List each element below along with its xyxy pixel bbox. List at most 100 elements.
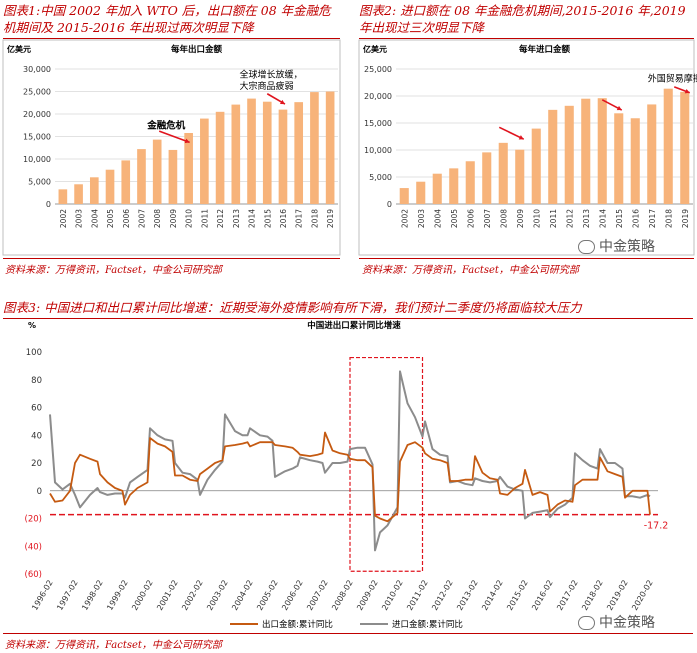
y-tick-label: (40) <box>25 542 42 552</box>
x-tick-label: 2019 <box>681 209 690 228</box>
x-tick-label: 2020-02 <box>630 579 655 612</box>
x-tick-label: 2017 <box>648 209 657 228</box>
x-tick-label: 2006 <box>122 209 131 228</box>
bar <box>231 104 241 204</box>
x-tick-label: 1998-02 <box>80 579 105 612</box>
bar <box>465 161 475 204</box>
bar <box>482 152 492 204</box>
panel3-bottom-rule <box>3 633 693 634</box>
x-tick-label: 2017 <box>295 209 304 228</box>
bar <box>105 169 115 204</box>
panel2-rule <box>359 38 694 39</box>
y-tick-label: 5,000 <box>369 173 392 182</box>
x-tick-label: 2008-02 <box>330 579 355 612</box>
y-axis-label: 亿美元 <box>363 44 387 54</box>
x-tick-label: 2001-02 <box>155 579 180 612</box>
yoy-line-chart: % 中国进出口累计同比增速 100 80 60 40 20 0 (20) (40) (60)1996… <box>25 320 669 630</box>
wechat-icon <box>578 616 595 630</box>
chart-title: 中国进出口累计同比增速 <box>307 320 401 331</box>
bar <box>564 105 574 204</box>
bar <box>531 128 541 204</box>
watermark-top: 中金策略 <box>578 236 655 256</box>
annotation-arrowhead <box>518 135 524 140</box>
watermark-text: 中金策略 <box>599 615 655 631</box>
bar <box>310 92 319 204</box>
bar <box>89 177 99 204</box>
x-tick-label: 1997-02 <box>55 579 80 612</box>
x-tick-label: 2012-02 <box>430 579 455 612</box>
bar <box>121 160 131 204</box>
x-tick-label: 2011-02 <box>405 579 430 612</box>
annotation-text: 外国贸易摩擦 <box>648 72 697 84</box>
bar <box>168 149 178 204</box>
x-tick-label: 2016 <box>631 209 640 228</box>
x-tick-label: 2015 <box>263 209 272 228</box>
chart-title: 每年出口金额 <box>171 44 223 55</box>
import-bar-chart: 亿美元 每年进口金额 0 5,000 10,000 15,000 20,000 25,000 2… <box>358 39 697 256</box>
panel1-source: 资料来源：万得资讯，Factset，中金公司研究部 <box>5 265 222 276</box>
y-tick-label: 40 <box>31 431 42 441</box>
x-tick-label: 2008 <box>153 209 162 228</box>
x-tick-label: 2004 <box>433 209 442 228</box>
bar <box>200 118 209 204</box>
bar <box>262 101 272 204</box>
bar <box>647 104 657 204</box>
panel1-rule <box>3 38 340 39</box>
bar <box>680 91 690 204</box>
bar <box>58 189 68 204</box>
annotation-arrowhead <box>684 88 690 94</box>
annotation-arrow <box>498 126 525 140</box>
x-tick-label: 2005 <box>450 209 459 228</box>
panel3-title: 图表3: 中国进口和出口累计同比增速：近期受海外疫情影响有所下滑，我们预计二季度… <box>3 300 582 315</box>
annotation-arrowhead <box>279 99 285 105</box>
y-tick-label: 5,000 <box>28 178 51 187</box>
x-tick-label: 2018 <box>664 209 673 228</box>
legend-label: 出口金额:累计同比 <box>262 619 333 630</box>
x-tick-label: 1996-02 <box>30 579 55 612</box>
x-tick-label: 2014 <box>248 209 257 228</box>
x-tick-label: 2014-02 <box>480 579 505 612</box>
panel1-bottom-rule <box>3 258 340 259</box>
bar <box>597 98 607 204</box>
x-tick-label: 2003 <box>417 209 426 228</box>
annotation-arrow <box>158 130 190 144</box>
y-tick-label: 25,000 <box>364 65 392 74</box>
panel2-source: 资料来源：万得资讯，Factset，中金公司研究部 <box>362 265 579 276</box>
bar <box>614 113 624 204</box>
export-line <box>49 431 651 523</box>
y-tick-label: 10,000 <box>364 146 392 155</box>
export-bar-chart: 亿美元 每年出口金额 0 5,000 10,000 15,000 20,000 25,000 3… <box>2 39 341 256</box>
x-tick-label: 2003 <box>75 209 84 228</box>
annotation-text: 大宗商品疲弱 <box>240 80 294 92</box>
y-tick-label: (60) <box>25 570 42 580</box>
x-tick-label: 2018-02 <box>580 579 605 612</box>
bar <box>416 181 426 204</box>
watermark-text: 中金策略 <box>599 239 655 255</box>
x-tick-label: 2002 <box>59 209 68 228</box>
x-tick-label: 2005-02 <box>255 579 280 612</box>
x-tick-label: 2000-02 <box>130 579 155 612</box>
bar <box>581 98 591 204</box>
annotation-arrowhead <box>184 138 190 144</box>
reference-label: -17.2 <box>644 521 669 532</box>
x-tick-label: 2009 <box>516 209 525 228</box>
x-tick-label: 2006 <box>466 209 475 228</box>
x-tick-label: 2010 <box>532 209 541 228</box>
y-tick-label: 80 <box>31 376 42 386</box>
y-tick-label: (20) <box>25 515 42 525</box>
y-tick-label: 15,000 <box>23 133 51 142</box>
bar <box>137 149 146 204</box>
bar <box>399 188 409 204</box>
y-tick-label: 20,000 <box>364 92 392 101</box>
x-tick-label: 2015 <box>615 209 624 228</box>
chart-title: 每年进口金额 <box>519 44 571 55</box>
y-tick-label: 0 <box>46 200 51 209</box>
y-tick-label: 15,000 <box>364 119 392 128</box>
x-tick-label: 1999-02 <box>105 579 130 612</box>
panel3-rule <box>3 318 693 319</box>
x-tick-label: 2009 <box>169 209 178 228</box>
panel3-source: 资料来源：万得资讯，Factset，中金公司研究部 <box>5 640 222 651</box>
bar <box>515 149 525 204</box>
x-tick-label: 2007 <box>137 209 146 228</box>
highlight-box <box>349 356 424 572</box>
